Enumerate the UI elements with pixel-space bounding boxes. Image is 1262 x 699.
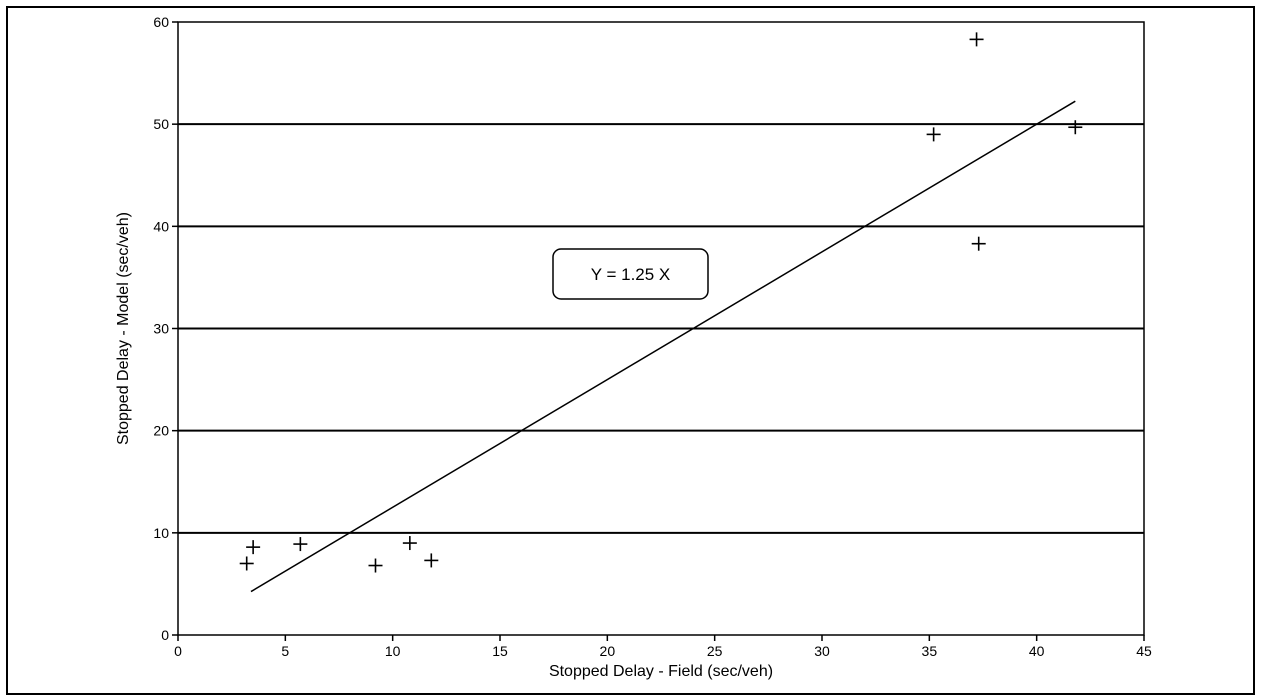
x-tick-label: 15: [492, 643, 508, 659]
fit-line: [250, 100, 1076, 593]
equation-label: Y = 1.25 X: [591, 265, 671, 284]
y-tick-label: 20: [153, 423, 169, 439]
y-axis-title: Stopped Delay - Model (sec/veh): [115, 212, 132, 445]
y-tick-label: 60: [153, 14, 169, 30]
x-tick-label: 45: [1136, 643, 1152, 659]
grid-lines: [178, 123, 1144, 534]
data-point: [971, 236, 986, 251]
data-point: [239, 556, 254, 571]
equation-box: [552, 248, 709, 300]
x-tick-label: 40: [1029, 643, 1045, 659]
equation-annotation: Y = 1.25 X: [552, 248, 709, 300]
x-axis-title: Stopped Delay - Field (sec/veh): [549, 663, 773, 680]
x-tick-label: 35: [922, 643, 938, 659]
data-points: [239, 32, 1083, 573]
y-axis: 0 10 20 30 40 50 60: [153, 14, 178, 643]
data-point: [293, 537, 308, 552]
data-point: [246, 540, 261, 555]
data-point: [368, 558, 383, 573]
chart-frame: [6, 6, 1255, 695]
data-point: [402, 536, 417, 551]
x-tick-label: 25: [707, 643, 723, 659]
y-tick-label: 30: [153, 321, 169, 337]
y-tick-label: 0: [161, 627, 169, 643]
data-point: [424, 553, 439, 568]
y-tick-label: 50: [153, 116, 169, 132]
x-tick-label: 20: [600, 643, 616, 659]
x-tick-label: 0: [174, 643, 182, 659]
data-point: [1068, 120, 1083, 135]
x-axis: 0 5 10 15 20 25 30 35 40 45: [174, 635, 1152, 659]
data-point: [969, 32, 984, 47]
x-tick-label: 10: [385, 643, 401, 659]
x-tick-label: 30: [814, 643, 830, 659]
y-tick-label: 40: [153, 218, 169, 234]
data-point: [926, 127, 941, 142]
y-tick-label: 10: [153, 525, 169, 541]
x-tick-label: 5: [281, 643, 289, 659]
